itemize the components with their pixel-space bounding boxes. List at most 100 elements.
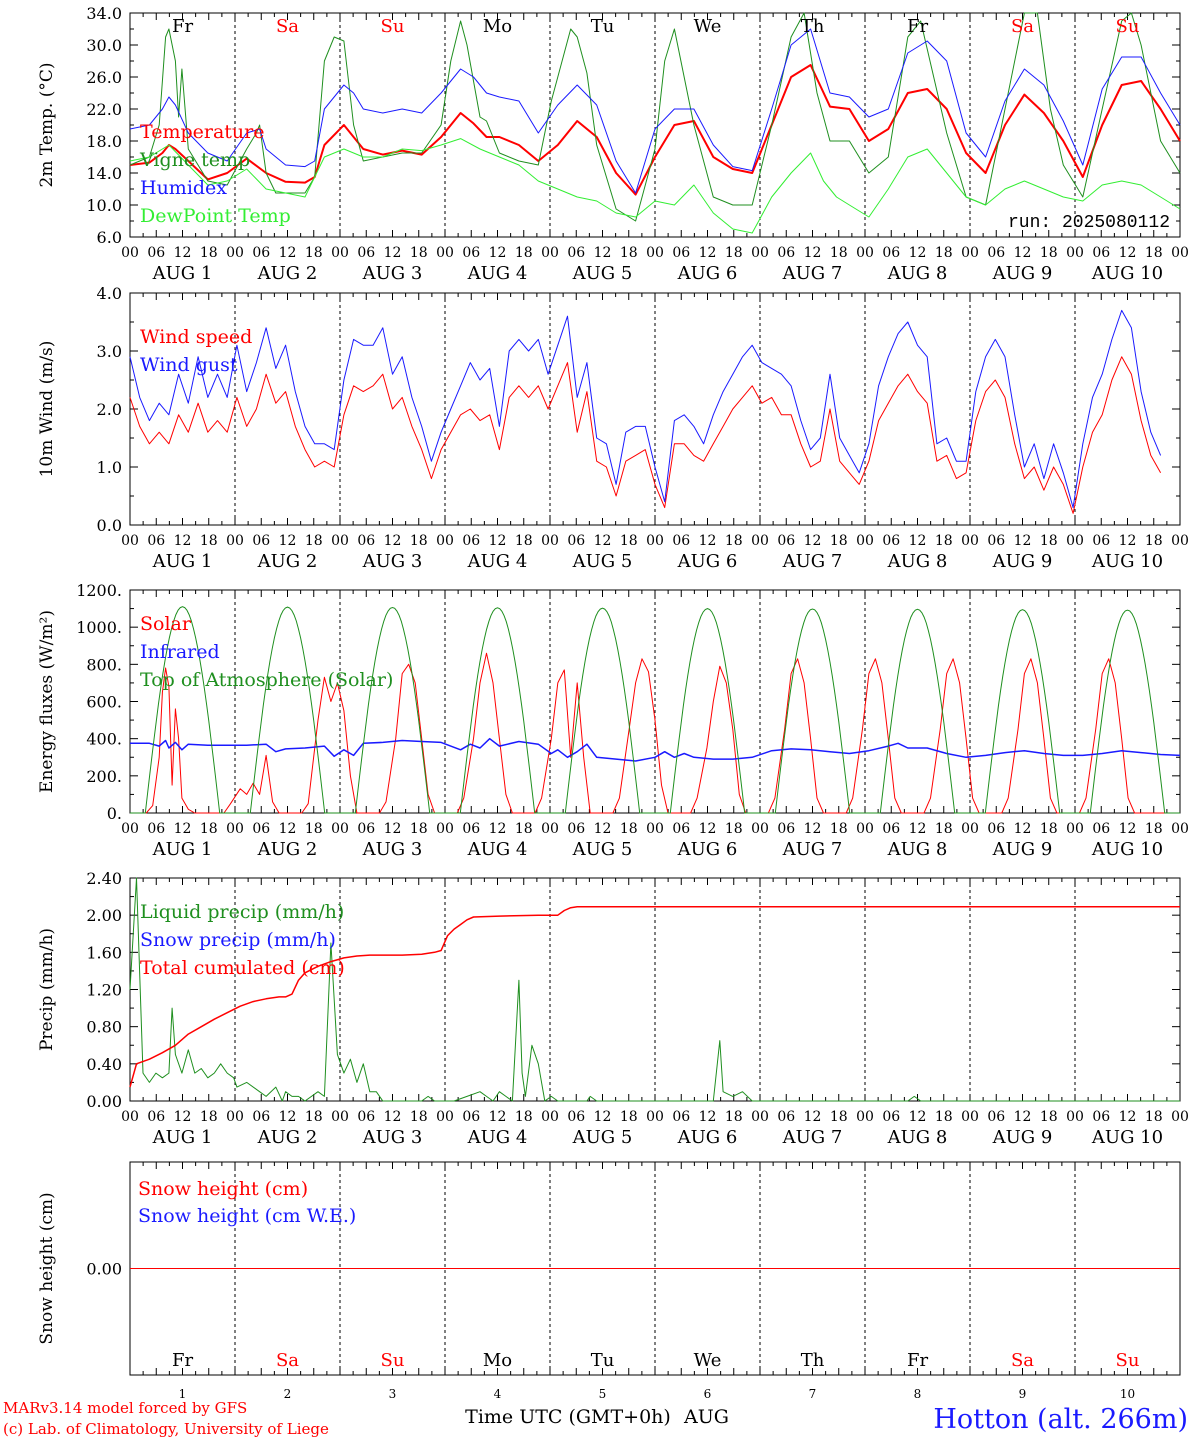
hour-tick-label: 12 (804, 245, 822, 261)
hour-tick-label: 06 (672, 821, 690, 837)
hour-tick-label: 00 (856, 1109, 874, 1125)
weekday-label: Mo (483, 16, 512, 37)
date-label: AUG 7 (782, 263, 843, 284)
hour-tick-label: 06 (882, 245, 900, 261)
hour-tick-label: 06 (777, 533, 795, 549)
hour-tick-label: 06 (147, 821, 165, 837)
y-tick-label: 2.0 (97, 400, 122, 419)
date-label: AUG 3 (362, 1127, 423, 1148)
hour-tick-label: 12 (699, 245, 717, 261)
hour-tick-label: 00 (961, 1109, 979, 1125)
hour-tick-label: 00 (1066, 533, 1084, 549)
legend-entry: Liquid precip (mm/h) (140, 901, 344, 923)
hour-tick-label: 06 (777, 1109, 795, 1125)
hour-tick-label: 06 (462, 245, 480, 261)
hour-tick-label: 06 (462, 821, 480, 837)
series-line-infrared (130, 737, 1181, 762)
y-tick-label: 0.0 (97, 516, 122, 535)
y-tick-label: 1.20 (86, 981, 122, 1000)
hour-tick-label: 12 (174, 821, 192, 837)
hour-tick-label: 06 (567, 1109, 585, 1125)
hour-tick-label: 18 (515, 533, 533, 549)
hour-tick-label: 18 (410, 821, 428, 837)
hour-tick-label: 18 (410, 1109, 428, 1125)
date-label: AUG 1 (152, 839, 213, 860)
hour-tick-label: 12 (909, 533, 927, 549)
hour-tick-label: 12 (1014, 1109, 1032, 1125)
hour-tick-label: 00 (856, 245, 874, 261)
hour-tick-label: 12 (909, 1109, 927, 1125)
weekday-label: Sa (1011, 16, 1034, 37)
hour-tick-label: 00 (541, 821, 559, 837)
date-label: AUG 3 (362, 551, 423, 572)
hour-tick-label: 18 (410, 533, 428, 549)
weekday-label: Fr (172, 16, 193, 37)
hour-tick-label: 00 (541, 1109, 559, 1125)
hour-tick-label: 18 (725, 245, 743, 261)
hour-tick-label: 06 (1092, 245, 1110, 261)
hour-tick-label: 06 (357, 533, 375, 549)
legend-entry: Wind gust (140, 354, 238, 376)
date-label: AUG 9 (992, 551, 1053, 572)
hour-tick-label: 12 (489, 821, 507, 837)
run-annotation: run: 2025080112 (1008, 213, 1170, 233)
y-tick-label: 200. (86, 767, 122, 786)
hour-tick-label: 00 (1171, 821, 1189, 837)
date-label: AUG 4 (467, 551, 528, 572)
date-label: AUG 9 (992, 839, 1053, 860)
day-number: 6 (704, 1387, 712, 1401)
hour-tick-label: 00 (646, 533, 664, 549)
hour-tick-label: 18 (935, 533, 953, 549)
hour-tick-label: 18 (935, 1109, 953, 1125)
month-label: AUG (683, 1406, 729, 1428)
y-tick-label: 3.0 (97, 342, 122, 361)
hour-tick-label: 06 (1092, 821, 1110, 837)
date-label: AUG 6 (677, 551, 738, 572)
series-line-dewpoint-temp (129, 138, 1181, 234)
day-number: 7 (809, 1387, 817, 1401)
hour-tick-label: 18 (1145, 1109, 1163, 1125)
hour-tick-label: 06 (252, 533, 270, 549)
hour-tick-label: 00 (436, 821, 454, 837)
hour-tick-label: 06 (252, 821, 270, 837)
weekday-label-bottom: Mo (483, 1350, 512, 1371)
day-number: 8 (914, 1387, 922, 1401)
y-axis-label: Snow height (cm) (37, 1192, 57, 1344)
date-label: AUG 6 (677, 839, 738, 860)
date-label: AUG 5 (572, 839, 633, 860)
hour-tick-label: 00 (1171, 533, 1189, 549)
hour-tick-label: 12 (489, 245, 507, 261)
hour-tick-label: 18 (725, 821, 743, 837)
date-label: AUG 7 (782, 1127, 843, 1148)
y-tick-label: 18.0 (86, 132, 122, 151)
legend-entry: Top of Atmosphere (Solar) (140, 669, 393, 691)
hour-tick-label: 00 (331, 821, 349, 837)
series-line-temperature (129, 64, 1181, 196)
hour-tick-label: 00 (436, 245, 454, 261)
hour-tick-label: 18 (620, 1109, 638, 1125)
hour-tick-label: 00 (436, 533, 454, 549)
hour-tick-label: 18 (1040, 245, 1058, 261)
hour-tick-label: 18 (1040, 821, 1058, 837)
hour-tick-label: 06 (147, 533, 165, 549)
weekday-label: Su (1116, 16, 1140, 37)
y-tick-label: 22.0 (86, 100, 122, 119)
hour-tick-label: 18 (305, 821, 323, 837)
date-label: AUG 8 (887, 263, 948, 284)
date-label: AUG 2 (257, 551, 318, 572)
hour-tick-label: 06 (357, 1109, 375, 1125)
hour-tick-label: 00 (1066, 1109, 1084, 1125)
series-line-wind-speed (129, 356, 1162, 514)
hour-tick-label: 18 (200, 533, 218, 549)
hour-tick-label: 06 (987, 821, 1005, 837)
hour-tick-label: 06 (252, 1109, 270, 1125)
date-label: AUG 5 (572, 1127, 633, 1148)
legend-entry: Snow height (cm) (138, 1178, 308, 1200)
hour-tick-label: 12 (804, 533, 822, 549)
y-tick-label: 0.80 (86, 1018, 122, 1037)
hour-tick-label: 00 (961, 245, 979, 261)
hour-tick-label: 06 (567, 821, 585, 837)
hour-tick-label: 06 (882, 533, 900, 549)
hour-tick-label: 00 (751, 1109, 769, 1125)
